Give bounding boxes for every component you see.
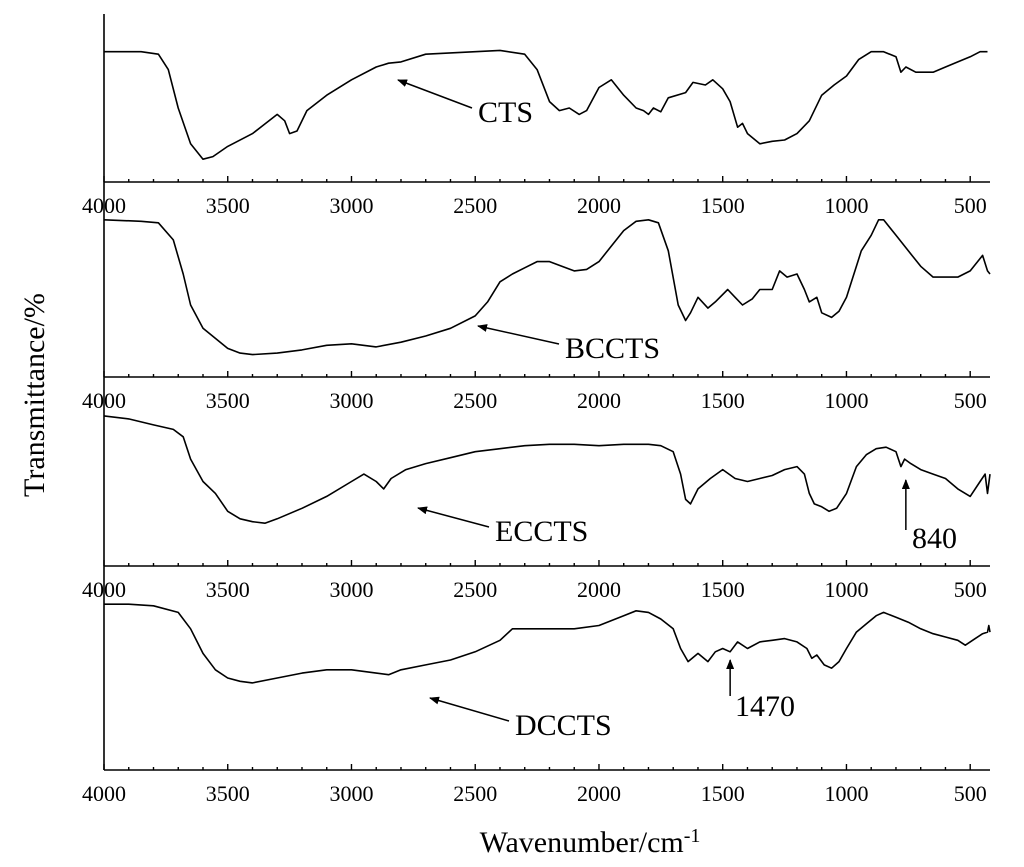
x-tick-label: 2500 [453, 193, 497, 218]
x-tick-label: 500 [954, 388, 987, 413]
x-tick-label: 3500 [206, 781, 250, 806]
x-tick-label: 4000 [82, 781, 126, 806]
x-tick-label: 3000 [329, 193, 373, 218]
x-tick-label: 500 [954, 193, 987, 218]
spectrum-curve-eccts [103, 415, 991, 524]
series-leader-arrow [417, 506, 490, 528]
x-axis-title-superscript: -1 [684, 825, 701, 847]
panel-dccts: 4000 3500 3000 2500 2000 1500 1000 500 DCCTS [82, 566, 991, 806]
spectrum-curve-cts [104, 49, 988, 160]
x-tick-label: 3500 [206, 193, 250, 218]
spectrum-curve-dccts [104, 603, 991, 684]
peak-label-840: 840 [912, 522, 957, 555]
series-leader-arrow [429, 696, 510, 722]
series-label-bccts: BCCTS [565, 332, 660, 365]
x-tick-label: 1000 [824, 388, 868, 413]
series-label-dccts: DCCTS [515, 709, 612, 742]
x-tick-label: 1500 [701, 781, 745, 806]
x-tick-label: 2000 [577, 388, 621, 413]
x-tick-label: 3500 [206, 388, 250, 413]
x-tick-label: 1000 [824, 577, 868, 602]
series-label-cts: CTS [478, 96, 533, 129]
x-tick-label: 500 [954, 577, 987, 602]
x-tick-label: 1500 [701, 193, 745, 218]
x-tick-label: 1000 [824, 781, 868, 806]
x-tick-label: 3000 [329, 388, 373, 413]
peak-label-1470: 1470 [735, 690, 795, 723]
x-axis-title-text: Wavenumber/cm [480, 826, 684, 859]
x-tick-label: 500 [954, 781, 987, 806]
x-tick-label: 2500 [453, 577, 497, 602]
x-axis-title: Wavenumber/cm-1 [480, 825, 701, 859]
panels-group: 4000 3500 3000 2500 2000 1500 1000 500 CTS 4000 35… [82, 14, 991, 806]
spectrum-curve-bccts [103, 219, 991, 356]
x-tick-label: 2000 [577, 193, 621, 218]
y-axis-title: Transmittance/% [18, 293, 51, 497]
x-tick-label: 1000 [824, 193, 868, 218]
x-tick-label: 3000 [329, 577, 373, 602]
series-label-eccts: ECCTS [495, 515, 588, 548]
series-leader-arrow [477, 324, 560, 345]
x-tick-label: 2000 [577, 577, 621, 602]
x-tick-label: 2500 [453, 781, 497, 806]
x-tick-label: 1500 [701, 577, 745, 602]
x-tick-label: 2000 [577, 781, 621, 806]
x-tick-label: 3500 [206, 577, 250, 602]
x-tick-label: 1500 [701, 388, 745, 413]
series-leader-arrow [397, 79, 473, 109]
x-tick-label: 3000 [329, 781, 373, 806]
x-tick-label: 2500 [453, 388, 497, 413]
